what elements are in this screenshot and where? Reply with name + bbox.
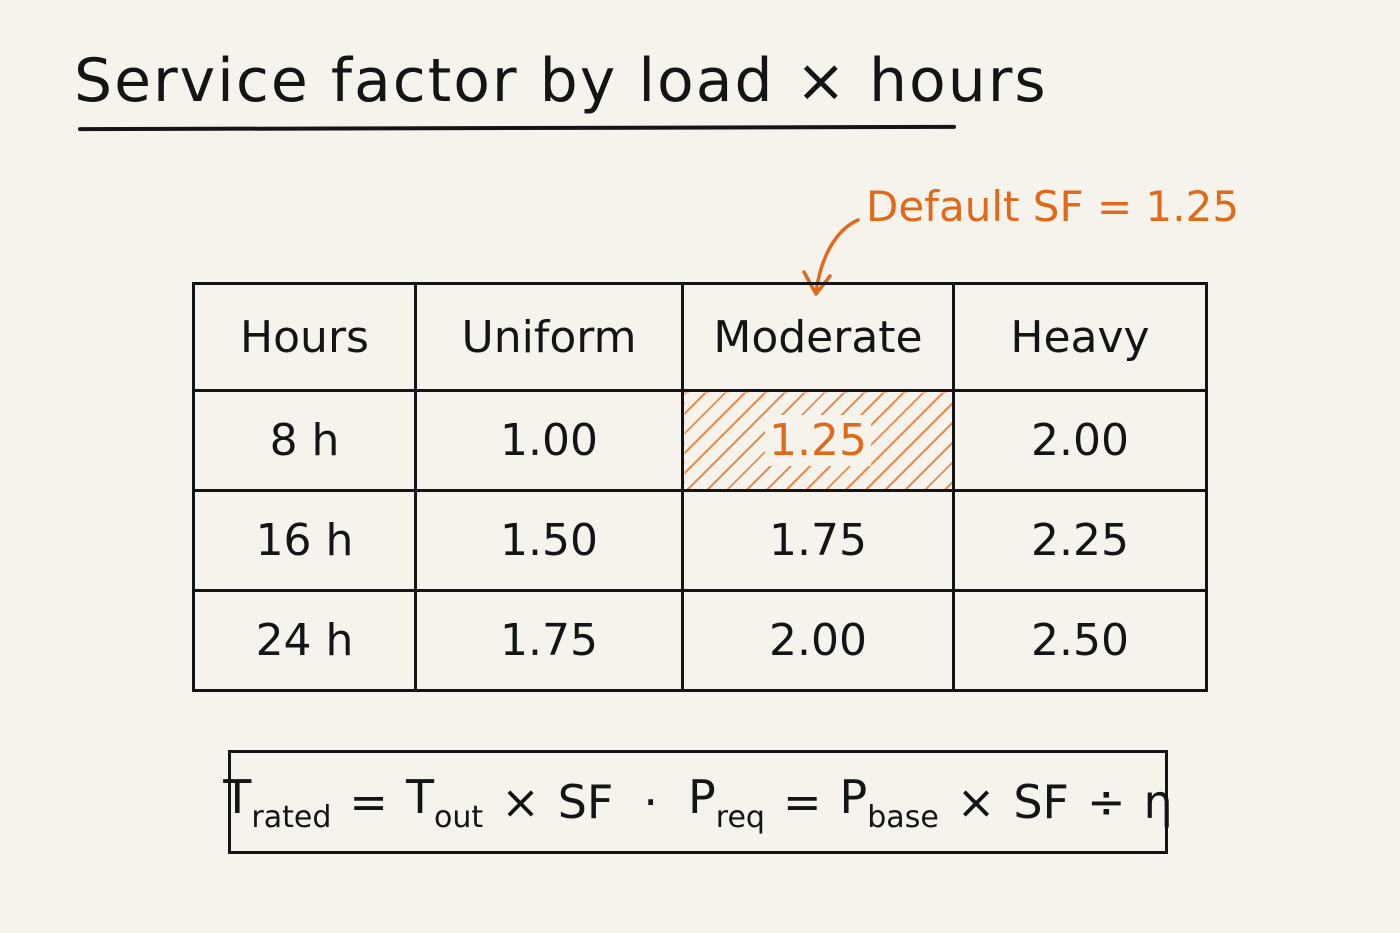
divide-sign: ÷: [1087, 775, 1126, 829]
table-row: 8 h 1.00 1.25 2.00: [192, 389, 1208, 492]
header-moderate: Moderate: [681, 282, 955, 392]
t-out-term: Tout: [405, 769, 484, 835]
cell-heavy: 2.00: [952, 389, 1208, 492]
cell-moderate: 2.00: [681, 589, 955, 692]
cell-hours: 16 h: [192, 489, 417, 592]
formula-box: Trated = Tout × SF · Preq = Pbase × SF ÷…: [223, 750, 1173, 854]
times-sign: ×: [501, 775, 540, 829]
cell-heavy: 2.25: [952, 489, 1208, 592]
p-base-term: Pbase: [839, 769, 939, 835]
cell-moderate: 1.75: [681, 489, 955, 592]
page-title: Service factor by load × hours: [74, 46, 1048, 116]
highlighted-value: 1.25: [765, 415, 871, 466]
equals-sign: =: [349, 775, 388, 829]
title-underline: [77, 124, 957, 132]
cell-moderate-highlighted: 1.25: [681, 389, 955, 492]
header-uniform: Uniform: [414, 282, 684, 392]
cell-heavy: 2.50: [952, 589, 1208, 692]
header-heavy: Heavy: [952, 282, 1208, 392]
cell-uniform: 1.75: [414, 589, 684, 692]
eta-term: η: [1143, 775, 1173, 829]
service-factor-table: Hours Uniform Moderate Heavy 8 h 1.00 1.…: [192, 282, 1208, 692]
table-header-row: Hours Uniform Moderate Heavy: [192, 282, 1208, 392]
separator-dot: ·: [643, 775, 659, 829]
cell-uniform: 1.00: [414, 389, 684, 492]
t-rated-term: Trated: [223, 769, 332, 835]
cell-hours: 24 h: [192, 589, 417, 692]
cell-hours: 8 h: [192, 389, 417, 492]
default-sf-annotation: Default SF = 1.25: [866, 182, 1240, 231]
table-row: 24 h 1.75 2.00 2.50: [192, 589, 1208, 692]
cell-uniform: 1.50: [414, 489, 684, 592]
sf-term: SF: [557, 775, 614, 829]
times-sign-2: ×: [956, 775, 996, 829]
table-row: 16 h 1.50 1.75 2.25: [192, 489, 1208, 592]
header-hours: Hours: [192, 282, 417, 392]
equals-sign-2: =: [782, 775, 822, 829]
p-req-term: Preq: [688, 769, 765, 835]
sf-term-2: SF: [1013, 775, 1069, 829]
